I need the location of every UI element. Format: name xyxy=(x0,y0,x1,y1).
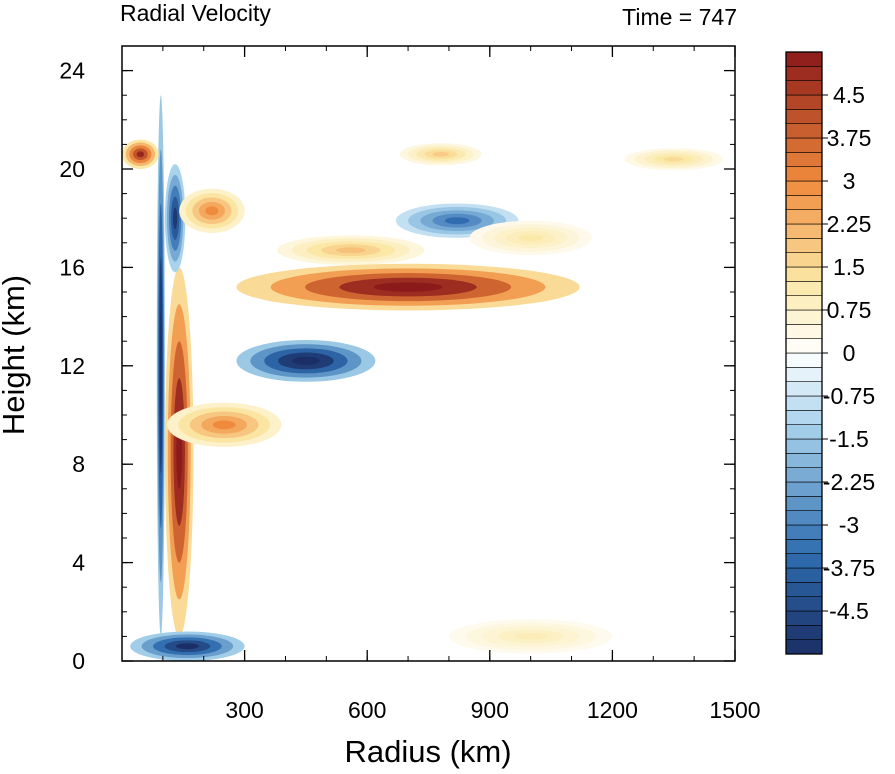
colorbar-box xyxy=(785,137,823,153)
colorbar-tick-label: -3 xyxy=(839,512,859,538)
feature-8-band-1 xyxy=(136,151,145,158)
x-axis-label: Radius (km) xyxy=(344,734,511,769)
feature-10-band-1 xyxy=(444,217,470,225)
colorbar-box xyxy=(785,625,823,640)
y-axis-label: Height (km) xyxy=(0,275,31,435)
colorbar-box xyxy=(785,281,823,296)
colorbar-box xyxy=(785,352,823,368)
feature-6-band-1 xyxy=(212,420,236,430)
y-tick-label: 0 xyxy=(72,648,85,674)
feature-9-band-1 xyxy=(336,247,366,254)
colorbar-tick-label: 2.25 xyxy=(827,211,872,237)
feature-11-band-1 xyxy=(432,152,449,157)
x-tick-label: 300 xyxy=(225,697,263,723)
colorbar-box xyxy=(785,94,823,110)
y-tick-label: 12 xyxy=(59,353,85,379)
y-tick-label: 20 xyxy=(59,156,85,182)
colorbar-tick-label: -3.75 xyxy=(823,555,875,581)
time-label: Time = 747 xyxy=(622,4,737,30)
y-tick-label: 4 xyxy=(72,550,85,576)
colorbar-box xyxy=(785,610,823,626)
colorbar-box xyxy=(785,467,823,483)
colorbar-tick-label: -1.5 xyxy=(829,426,869,452)
y-tick-label: 24 xyxy=(59,58,85,84)
colorbar-box xyxy=(785,410,823,425)
colorbar-tick-label: -0.75 xyxy=(823,383,875,409)
colorbar: -4.5 -3.75 -3 -2.25 -1.5 -0.75 0 0.75 1.5 2.25 3 3.… xyxy=(785,51,875,655)
y-tick-label: 16 xyxy=(59,254,85,280)
colorbar-box xyxy=(785,152,823,167)
colorbar-box xyxy=(785,66,823,81)
colorbar-box xyxy=(785,123,823,139)
colorbar-box xyxy=(785,367,823,382)
colorbar-box xyxy=(785,80,823,96)
colorbar-box xyxy=(785,223,823,239)
colorbar-box xyxy=(785,496,823,511)
colorbar-tick-label: 0 xyxy=(843,340,856,366)
colorbar-box xyxy=(785,295,823,311)
colorbar-box xyxy=(785,324,823,339)
feature-2-band-1 xyxy=(160,311,162,420)
colorbar-tick-label: 4.5 xyxy=(833,82,865,108)
x-tick-label: 1500 xyxy=(709,697,760,723)
feature-0-band-1 xyxy=(373,282,443,292)
feature-12-band-1 xyxy=(663,156,684,162)
colorbar-box xyxy=(785,252,823,268)
colorbar-box xyxy=(785,266,823,282)
colorbar-box xyxy=(785,381,823,397)
colorbar-box xyxy=(785,510,823,526)
colorbar-box xyxy=(785,51,823,67)
feature-13-band-1 xyxy=(518,234,543,242)
chart-title: Radial Velocity xyxy=(120,0,271,26)
colorbar-box xyxy=(785,481,823,497)
plot-frame xyxy=(121,45,736,662)
x-axis: 300 600 900 1200 1500 xyxy=(162,46,761,723)
field-background xyxy=(122,46,735,661)
colorbar-box xyxy=(785,166,823,182)
colorbar-box xyxy=(785,209,823,225)
colorbar-box xyxy=(785,424,823,440)
colorbar-box xyxy=(785,453,823,468)
colorbar-tick-label: 1.5 xyxy=(833,254,865,280)
colorbar-box xyxy=(785,238,823,253)
colorbar-box xyxy=(785,596,823,612)
colorbar-box xyxy=(785,438,823,454)
colorbar-box xyxy=(785,309,823,325)
colorbar-tick-label: 0.75 xyxy=(827,297,872,323)
feature-5-band-1 xyxy=(175,643,199,650)
colorbar-tick-label: 3.75 xyxy=(827,125,872,151)
colorbar-box xyxy=(785,639,823,655)
velocity-field xyxy=(122,46,735,661)
x-tick-label: 1200 xyxy=(587,697,638,723)
colorbar-box xyxy=(785,180,823,196)
feature-14-band-1 xyxy=(514,632,548,640)
colorbar-box xyxy=(785,338,823,354)
x-tick-label: 600 xyxy=(348,697,386,723)
x-tick-label: 900 xyxy=(471,697,509,723)
colorbar-box xyxy=(785,395,823,411)
colorbar-tick-label: -2.25 xyxy=(823,469,875,495)
colorbar-box xyxy=(785,109,823,124)
feature-3-band-1 xyxy=(173,207,178,230)
y-tick-label: 8 xyxy=(72,451,85,477)
colorbar-box xyxy=(785,553,823,569)
feature-4-band-1 xyxy=(292,356,320,366)
colorbar-box xyxy=(785,567,823,583)
colorbar-box xyxy=(785,524,823,540)
colorbar-tick-label: -4.5 xyxy=(829,598,869,624)
colorbar-box xyxy=(785,539,823,554)
feature-7-band-1 xyxy=(205,206,219,216)
colorbar-tick-label: 3 xyxy=(843,168,856,194)
y-axis: 0 4 8 12 16 20 24 xyxy=(59,58,735,674)
colorbar-box xyxy=(785,582,823,597)
colorbar-box xyxy=(785,195,823,210)
